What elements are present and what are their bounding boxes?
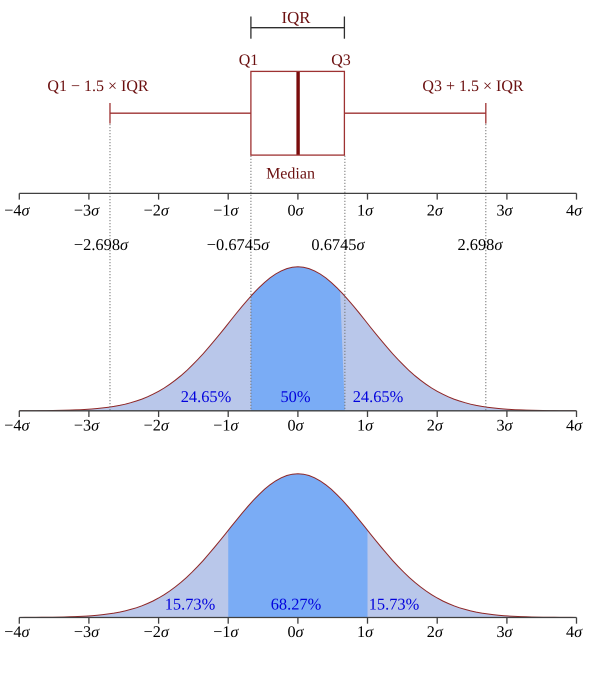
svg-text:−3σ: −3σ [74,623,100,641]
svg-text:−3σ: −3σ [74,201,100,219]
svg-text:2.698σ: 2.698σ [458,235,504,254]
svg-text:−1σ: −1σ [213,417,239,435]
svg-text:3σ: 3σ [496,623,513,641]
svg-text:−2σ: −2σ [144,201,170,219]
svg-text:0.6745σ: 0.6745σ [311,235,365,254]
svg-text:68.27%: 68.27% [271,595,322,614]
svg-text:15.73%: 15.73% [369,595,420,614]
svg-text:1σ: 1σ [357,201,374,219]
svg-text:24.65%: 24.65% [353,387,404,406]
svg-text:−4σ: −4σ [4,201,30,219]
svg-text:−4σ: −4σ [4,417,30,435]
svg-text:1σ: 1σ [357,623,374,641]
svg-text:50%: 50% [280,387,310,406]
svg-text:1σ: 1σ [357,417,374,435]
svg-text:−2σ: −2σ [144,623,170,641]
svg-text:0σ: 0σ [287,623,304,641]
svg-text:−1σ: −1σ [213,201,239,219]
svg-text:4σ: 4σ [566,623,583,641]
svg-text:−2σ: −2σ [144,417,170,435]
svg-text:Q1: Q1 [239,52,259,69]
svg-text:2σ: 2σ [427,201,444,219]
svg-text:3σ: 3σ [496,201,513,219]
svg-text:4σ: 4σ [566,417,583,435]
svg-text:IQR: IQR [282,8,312,27]
svg-text:3σ: 3σ [496,417,513,435]
svg-text:Q1 − 1.5 × IQR: Q1 − 1.5 × IQR [47,78,148,95]
svg-text:−2.698σ: −2.698σ [74,235,129,254]
svg-text:2σ: 2σ [427,417,444,435]
svg-text:0σ: 0σ [287,201,304,219]
svg-text:Q3: Q3 [331,52,351,69]
svg-text:Median: Median [266,166,315,183]
svg-text:−3σ: −3σ [74,417,100,435]
svg-text:Q3 + 1.5 × IQR: Q3 + 1.5 × IQR [422,78,523,95]
svg-text:−4σ: −4σ [4,623,30,641]
svg-text:−1σ: −1σ [213,623,239,641]
svg-text:15.73%: 15.73% [165,595,216,614]
svg-text:−0.6745σ: −0.6745σ [207,235,270,254]
svg-text:2σ: 2σ [427,623,444,641]
svg-text:0σ: 0σ [287,417,304,435]
svg-text:24.65%: 24.65% [181,387,232,406]
svg-text:4σ: 4σ [566,201,583,219]
